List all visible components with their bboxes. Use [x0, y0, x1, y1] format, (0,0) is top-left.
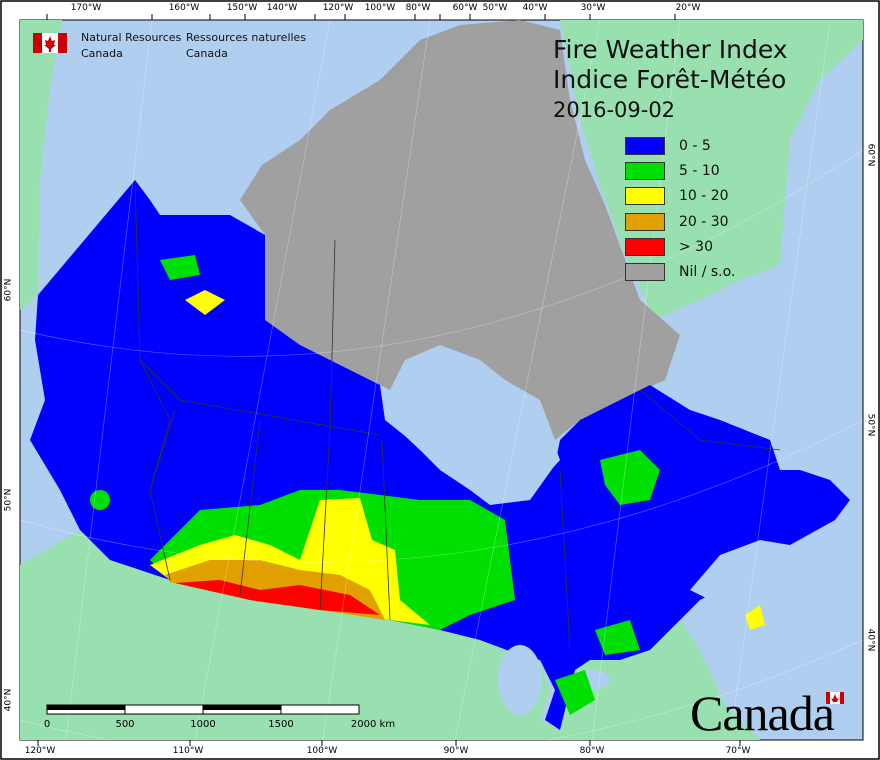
- longitude-label: 100°W: [306, 746, 338, 756]
- zone-5-10: [90, 490, 110, 510]
- longitude-label: 140°W: [266, 3, 298, 13]
- latitude-label: 60°N: [865, 143, 876, 167]
- legend-label: 20 - 30: [679, 213, 729, 230]
- wordmark-flag: [826, 692, 844, 704]
- legend-item: 0 - 5: [625, 133, 735, 158]
- zone-5-10: [555, 670, 595, 715]
- graticule: [20, 20, 863, 740]
- legend-swatch: [625, 187, 665, 206]
- longitude-label: 30°W: [580, 3, 606, 13]
- legend-item: 10 - 20: [625, 184, 735, 209]
- longitude-label: 60°W: [452, 3, 478, 13]
- longitude-label: 100°W: [364, 3, 396, 13]
- scale-bar: [46, 704, 360, 715]
- agency-fr-line2: Canada: [186, 47, 228, 60]
- latitude-label: 40°N: [3, 688, 14, 712]
- scale-label: 500: [115, 719, 135, 730]
- zone-10-20: [745, 605, 765, 630]
- longitude-label: 20°W: [675, 3, 701, 13]
- legend-item: Nil / s.o.: [625, 259, 735, 284]
- agency-name-en: Natural Resources Canada: [81, 30, 181, 62]
- province-borders: [134, 179, 781, 651]
- frame-ticks: [37, 14, 741, 746]
- legend-label: > 30: [679, 238, 713, 255]
- latitude-label: 40°N: [865, 628, 876, 652]
- scale-label: 0: [43, 719, 51, 730]
- zone-5-10: [595, 620, 640, 655]
- legend-swatch: [625, 237, 665, 256]
- legend-swatch: [625, 263, 665, 282]
- alaska-land: [20, 20, 62, 310]
- legend-label: Nil / s.o.: [679, 264, 736, 281]
- legend-item: 5 - 10: [625, 158, 735, 183]
- longitude-label: 50°W: [482, 3, 508, 13]
- scale-label: 2000 km: [350, 719, 396, 730]
- scale-label: 1500: [268, 719, 294, 730]
- longitude-label: 110°W: [172, 746, 204, 756]
- latitude-label: 50°N: [3, 488, 14, 512]
- great-lakes: [498, 645, 542, 715]
- legend-label: 0 - 5: [679, 137, 711, 154]
- longitude-label: 80°W: [405, 3, 431, 13]
- agency-name-fr: Ressources naturelles Canada: [186, 30, 306, 62]
- legend-swatch: [625, 161, 665, 180]
- zone-5-10: [600, 450, 660, 505]
- hudson-bay: [388, 408, 560, 490]
- longitude-label: 120°W: [322, 3, 354, 13]
- latitude-label: 60°N: [3, 278, 14, 302]
- zone-10-20: [185, 290, 225, 315]
- map-title-en: Fire Weather Index: [553, 35, 788, 64]
- canada-wordmark: Canada: [690, 685, 835, 741]
- gulf-st-lawrence: [690, 540, 790, 600]
- legend-item: > 30: [625, 234, 735, 259]
- zone-5-10: [160, 255, 200, 280]
- agency-en-line2: Canada: [81, 47, 123, 60]
- longitude-label: 120°W: [24, 746, 56, 756]
- zone-over-30: [175, 580, 380, 615]
- latitude-label: 50°N: [865, 413, 876, 437]
- legend-swatch: [625, 212, 665, 231]
- longitude-label: 80°W: [579, 746, 605, 756]
- arctic-islands-no-data: [240, 20, 680, 440]
- canada-flag-logo: [33, 33, 67, 53]
- legend-swatch: [625, 136, 665, 155]
- longitude-label: 40°W: [522, 3, 548, 13]
- agency-en-line1: Natural Resources: [81, 31, 182, 44]
- legend-label: 5 - 10: [679, 162, 720, 179]
- longitude-label: 90°W: [443, 746, 469, 756]
- longitude-label: 170°W: [70, 3, 102, 13]
- legend: 0 - 5 5 - 10 10 - 20 20 - 30 > 30 Nil / s.o.: [625, 133, 735, 285]
- legend-label: 10 - 20: [679, 188, 729, 205]
- longitude-label: 160°W: [168, 3, 200, 13]
- scale-label: 1000: [190, 719, 216, 730]
- legend-item: 20 - 30: [625, 209, 735, 234]
- longitude-label: 150°W: [226, 3, 258, 13]
- longitude-label: 70°W: [725, 746, 751, 756]
- map-title-fr: Indice Forêt-Météo: [553, 65, 787, 94]
- map-date: 2016-09-02: [553, 98, 676, 122]
- agency-fr-line1: Ressources naturelles: [186, 31, 307, 44]
